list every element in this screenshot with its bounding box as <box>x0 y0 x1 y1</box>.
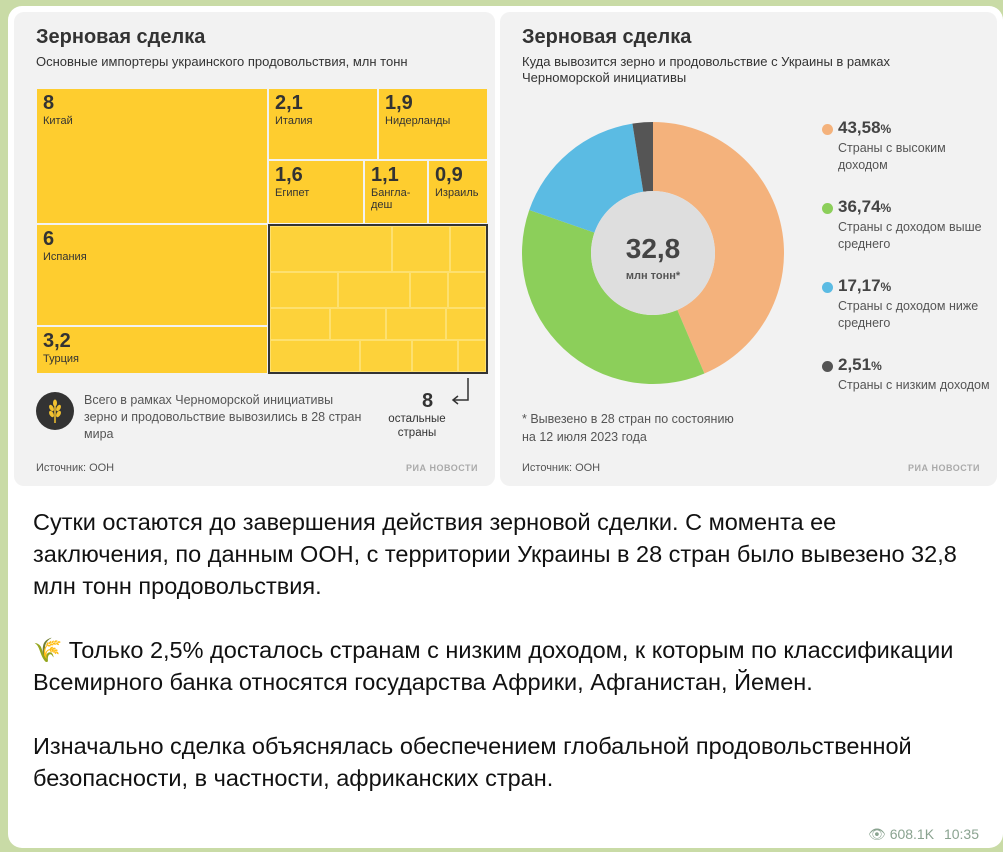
message-paragraph: Сутки остаются до завершения действия зе… <box>33 509 957 599</box>
cell-label: Италия <box>275 115 313 127</box>
cell-label: Китай <box>43 115 73 127</box>
cell-value: 3,2 <box>43 330 71 352</box>
donut-slice-3 <box>632 122 653 192</box>
treemap-cell-spain: 6 Испания <box>36 224 268 326</box>
donut-center-value: 32,8 <box>626 233 681 264</box>
others-cell <box>448 272 486 308</box>
cell-label: Турция <box>43 353 79 365</box>
message-paragraph: 🌾 Только 2,5% досталось странам с низким… <box>33 637 954 695</box>
others-cell <box>446 308 486 340</box>
others-cell <box>270 272 338 308</box>
others-cell <box>450 226 486 272</box>
others-cell <box>392 226 450 272</box>
others-cell <box>270 340 360 372</box>
cell-value: 8 <box>43 92 55 114</box>
cell-value: 6 <box>43 228 55 250</box>
donut-subtitle-line2: Черноморской инициативы <box>522 70 687 85</box>
message-time: 10:35 <box>943 826 979 842</box>
donut-slice-1 <box>522 210 705 384</box>
treemap-subtitle: Основные импортеры украинского продоволь… <box>36 54 408 69</box>
cell-label: Нидерланды <box>385 115 451 127</box>
footnote-line1: * Вывезено в 28 стран по состоянию <box>522 412 734 426</box>
treemap-cell-egypt: 1,6 Египет <box>268 160 364 224</box>
donut-card[interactable]: Зерновая сделка Куда вывозится зерно и п… <box>500 12 997 486</box>
message-paragraph: Изначально сделка объяснялась обеспечени… <box>33 733 912 791</box>
donut-source: Источник: ООН <box>522 462 601 474</box>
arrow-icon <box>451 378 469 405</box>
eye-icon: 👁 <box>868 826 886 842</box>
donut-chart: 32,8 млн тонн* <box>522 122 784 384</box>
footnote-line2: на 12 июля 2023 года <box>522 430 647 444</box>
donut-center <box>591 191 715 315</box>
treemap-card[interactable]: Зерновая сделка Основные импортеры украи… <box>14 12 495 486</box>
cell-value: 1,9 <box>385 92 413 114</box>
legend-pct: 36,74% <box>838 197 892 216</box>
treemap-cell-china: 8 Китай <box>36 88 268 224</box>
treemap-others-block <box>268 224 488 374</box>
others-cell <box>386 308 446 340</box>
others-cell <box>330 308 386 340</box>
cell-value: 1,1 <box>371 164 399 186</box>
legend-label: Страны с доходом выше среднего <box>838 220 982 251</box>
cell-label: Египет <box>275 187 310 199</box>
treemap-source: Источник: ООН <box>36 462 115 474</box>
legend-dot <box>822 282 833 293</box>
donut-slice-0 <box>653 122 784 374</box>
treemap-cell-israel: 0,9 Израиль <box>428 160 488 224</box>
legend-dot <box>822 124 833 135</box>
treemap-cell-bangladesh: 1,1 Бангла- деш <box>364 160 428 224</box>
others-cell <box>338 272 410 308</box>
message-text: Сутки остаются до завершения действия зе… <box>33 506 978 826</box>
legend-label: Страны с низким доходом <box>838 378 990 392</box>
ria-logo: РИА НОВОСТИ <box>406 463 478 473</box>
donut-title: Зерновая сделка <box>522 26 692 48</box>
legend-label: Страны с высоким доходом <box>838 141 946 172</box>
legend-pct: 43,58% <box>838 118 892 137</box>
message-bubble: Зерновая сделка Основные импортеры украи… <box>8 6 1003 848</box>
others-value: 8 <box>422 390 434 412</box>
donut-subtitle-line1: Куда вывозится зерно и продовольствие с … <box>522 54 891 69</box>
treemap-title: Зерновая сделка <box>36 26 206 48</box>
legend-dot <box>822 361 833 372</box>
cell-value: 1,6 <box>275 164 303 186</box>
treemap-cell-italy: 2,1 Италия <box>268 88 378 160</box>
ria-logo: РИА НОВОСТИ <box>908 463 980 473</box>
cell-label: Испания <box>43 251 87 263</box>
treemap-cell-turkey: 3,2 Турция <box>36 326 268 374</box>
donut-subtitle: Куда вывозится зерно и продовольствие с … <box>522 54 890 86</box>
others-cell <box>270 226 392 272</box>
donut-slice-2 <box>529 123 644 233</box>
treemap-cell-netherlands: 1,9 Нидерланды <box>378 88 488 160</box>
others-cell <box>360 340 412 372</box>
others-cell <box>410 272 448 308</box>
donut-center-unit: млн тонн* <box>626 270 681 282</box>
others-cell <box>412 340 458 372</box>
legend-label: Страны с доходом ниже среднего <box>838 299 979 330</box>
treemap-note: Всего в рамках Черноморской инициативы з… <box>84 393 362 441</box>
cell-label: Бангла- деш <box>371 187 411 211</box>
legend-dot <box>822 203 833 214</box>
cell-value: 0,9 <box>435 164 463 186</box>
wheat-icon <box>36 392 74 430</box>
legend-pct: 2,51% <box>838 355 882 374</box>
others-label: остальные страны <box>388 413 446 439</box>
cell-value: 2,1 <box>275 92 303 114</box>
donut-footnote: * Вывезено в 28 стран по состоянию на 12… <box>522 410 734 446</box>
message-meta: 👁 608.1K 10:35 <box>868 826 979 843</box>
others-cell <box>270 308 330 340</box>
legend-pct: 17,17% <box>838 276 892 295</box>
cell-label: Израиль <box>435 187 479 199</box>
view-count: 608.1K <box>889 826 935 842</box>
others-cell <box>458 340 486 372</box>
